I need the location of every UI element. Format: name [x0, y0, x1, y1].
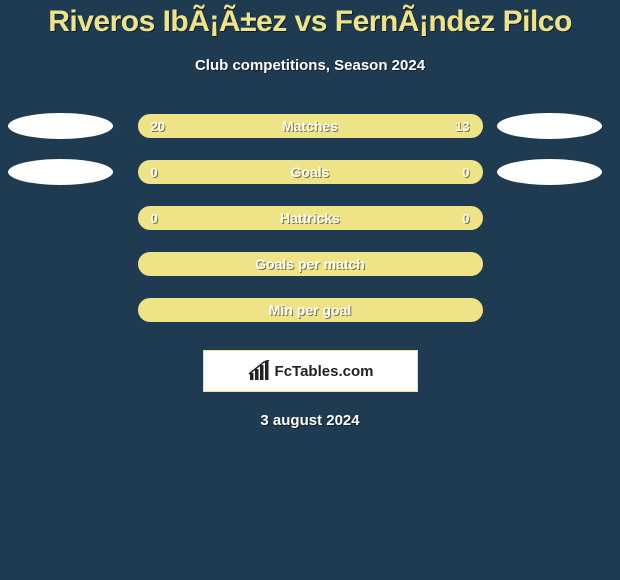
stat-bar: Min per goal [138, 298, 483, 322]
stat-value-left: 0 [151, 211, 158, 226]
subtitle: Club competitions, Season 2024 [0, 57, 620, 74]
stat-value-left: 0 [151, 165, 158, 180]
stat-label: Min per goal [269, 302, 351, 318]
stat-label: Matches [282, 118, 338, 134]
stat-value-left: 20 [151, 119, 165, 134]
stat-row: Min per goal [0, 298, 620, 322]
stat-value-right: 13 [455, 119, 469, 134]
stat-row: Goals per match [0, 252, 620, 276]
stat-label: Hattricks [280, 210, 340, 226]
stat-rows: 20 Matches 13 0 Goals 0 0 Hattricks 0 Goals per m… [0, 114, 620, 322]
stat-bar: 0 Hattricks 0 [138, 206, 483, 230]
page-title: Riveros IbÃ¡Ã±ez vs FernÃ¡ndez Pilco [0, 5, 620, 39]
player-ellipse-left [8, 159, 113, 185]
stat-bar: 20 Matches 13 [138, 114, 483, 138]
logo-box: FcTables.com [203, 350, 418, 392]
stat-label: Goals [291, 164, 330, 180]
stat-value-right: 0 [462, 211, 469, 226]
player-ellipse-left [8, 113, 113, 139]
chart-icon [247, 360, 271, 382]
logo: FcTables.com [247, 360, 374, 382]
stat-value-right: 0 [462, 165, 469, 180]
stat-bar: 0 Goals 0 [138, 160, 483, 184]
stat-row: 0 Goals 0 [0, 160, 620, 184]
stat-row: 20 Matches 13 [0, 114, 620, 138]
date-text: 3 august 2024 [0, 412, 620, 429]
stat-row: 0 Hattricks 0 [0, 206, 620, 230]
player-ellipse-right [497, 159, 602, 185]
stat-label: Goals per match [255, 256, 365, 272]
logo-text: FcTables.com [275, 363, 374, 380]
player-ellipse-right [497, 113, 602, 139]
stat-bar: Goals per match [138, 252, 483, 276]
